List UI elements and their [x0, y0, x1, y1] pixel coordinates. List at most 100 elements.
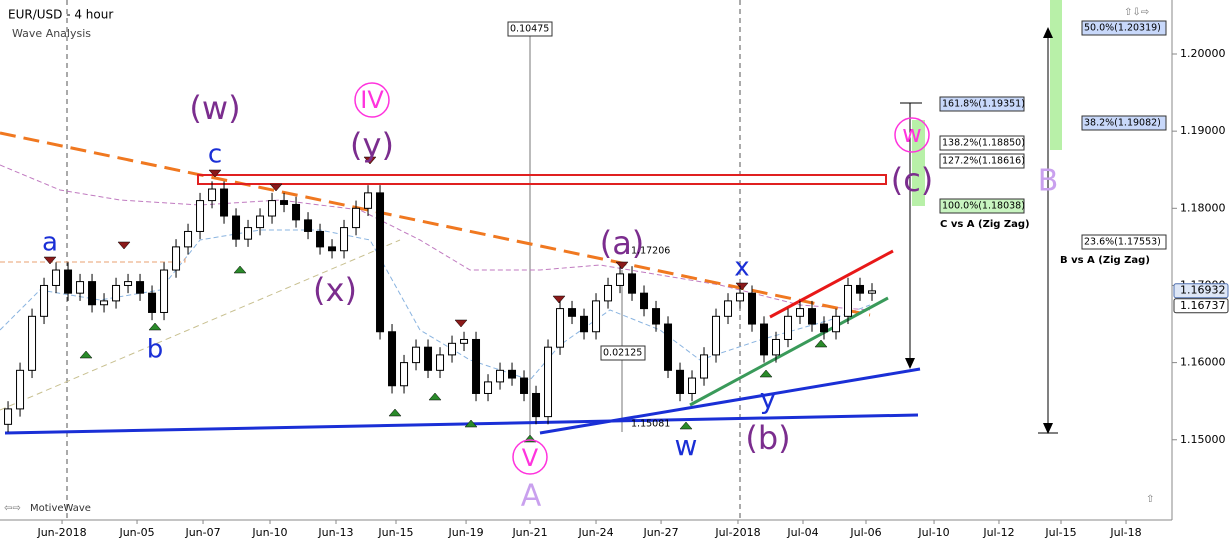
wave-label: (y) [350, 126, 394, 164]
fib-label: 0.10475 [510, 24, 549, 35]
swing-marker [208, 169, 222, 178]
fib-label: 161.8%(1.19351) [942, 99, 1025, 110]
fib-label-box [1081, 115, 1167, 131]
nav-icon[interactable]: ⇧ [1146, 494, 1154, 505]
swing-marker [814, 339, 828, 348]
x-tick-label: Jun-27 [642, 526, 678, 539]
candle-body [544, 346, 553, 418]
candle-body [592, 300, 601, 333]
x-tick-label: Jun-24 [577, 526, 613, 539]
candle-body [40, 284, 49, 317]
candle-body [772, 338, 781, 356]
target-zone [912, 120, 925, 206]
candle-body [484, 381, 493, 394]
swing-marker [759, 369, 773, 378]
candle-body [616, 273, 625, 286]
x-tick-label: Jul-12 [982, 526, 1014, 539]
x-tick-label: Jun-05 [118, 526, 154, 539]
arrow-head [1043, 423, 1053, 434]
candle-body [688, 377, 697, 394]
wave-circle [894, 117, 930, 153]
candle-body [532, 392, 541, 418]
wave-label: V [522, 444, 539, 472]
swing-marker [43, 256, 57, 265]
candle-body [472, 338, 481, 394]
swing-marker [454, 319, 468, 328]
candle-body [844, 284, 853, 317]
wave-label: (a) [600, 224, 645, 262]
candle-body [268, 200, 277, 217]
candle-body [184, 230, 193, 248]
candle-body [556, 308, 565, 348]
candle-body [796, 308, 805, 317]
arrow-head [905, 358, 915, 369]
nav-icon[interactable]: ⇦⇨ [4, 503, 21, 514]
wave-label: (w) [189, 89, 240, 127]
candle-body [424, 346, 433, 371]
x-tick-label: Jun-2018 [36, 526, 86, 539]
fib-label: 100.0%(1.18038) [942, 201, 1025, 212]
guide-line [0, 255, 186, 263]
wave-label: w [675, 429, 698, 462]
wave-label: IV [360, 86, 384, 114]
fib-label-box [600, 345, 646, 361]
nav-icon[interactable]: ⇧⇩⇨ [1124, 7, 1149, 18]
wave-label: B [1038, 164, 1059, 199]
x-tick-label: Jul-10 [917, 526, 949, 539]
moving-average [0, 164, 871, 311]
swing-marker [269, 183, 283, 192]
price-label: 1.16737 [1180, 299, 1226, 312]
x-tick-label: Jun-13 [317, 526, 353, 539]
x-tick-label: Jun-07 [184, 526, 220, 539]
trend-line [769, 249, 894, 319]
swing-marker [464, 419, 478, 428]
trend-line [4, 413, 919, 435]
y-tick-label: 1.16000 [1180, 356, 1226, 369]
x-tick-label: Jul-18 [1109, 526, 1141, 539]
candle-body [388, 331, 397, 387]
wave-label: x [734, 253, 749, 283]
candle-body [832, 315, 841, 333]
fib-label-box [939, 135, 1025, 151]
trend-line [0, 131, 871, 317]
candle-body [640, 292, 649, 310]
price-label-box [1173, 298, 1229, 314]
swing-marker [552, 295, 566, 304]
x-tick-label: Jun-19 [447, 526, 483, 539]
fib-label: 50.0%(1.20319) [1084, 23, 1161, 34]
candle-body [400, 362, 409, 387]
candle-body [160, 269, 169, 313]
fib-label: 1.15081 [631, 419, 670, 430]
candle-body [208, 188, 217, 202]
candle-body [220, 188, 229, 217]
candle-body [100, 300, 109, 306]
candle-body [508, 369, 517, 379]
fib-label: 0.02125 [603, 348, 642, 359]
candle-body [328, 246, 337, 252]
fib-label-box [1081, 20, 1167, 36]
y-tick-label: 1.20000 [1180, 47, 1226, 60]
candle-body [172, 246, 181, 271]
swing-marker [735, 282, 749, 291]
chart-subtitle: Wave Analysis [12, 27, 91, 40]
wave-label: (c) [891, 161, 934, 199]
guide-line [0, 239, 401, 411]
candle-body [712, 315, 721, 356]
moving-average [0, 229, 871, 381]
candle-body [748, 292, 757, 325]
candle-body [676, 369, 685, 394]
candle-body [700, 354, 709, 379]
fib-label-box [1081, 234, 1167, 250]
wave-circle [354, 82, 390, 118]
wave-label: a [42, 228, 58, 258]
swing-marker [428, 392, 442, 401]
candle-body [652, 308, 661, 325]
wave-label: w [902, 120, 922, 148]
fib-label-box [507, 21, 553, 37]
candle-body [112, 284, 121, 302]
candle-body [256, 215, 265, 229]
candle-body [16, 369, 25, 410]
x-tick-label: Jul-06 [849, 526, 881, 539]
candle-body [232, 215, 241, 240]
arrow-head [1043, 27, 1053, 38]
